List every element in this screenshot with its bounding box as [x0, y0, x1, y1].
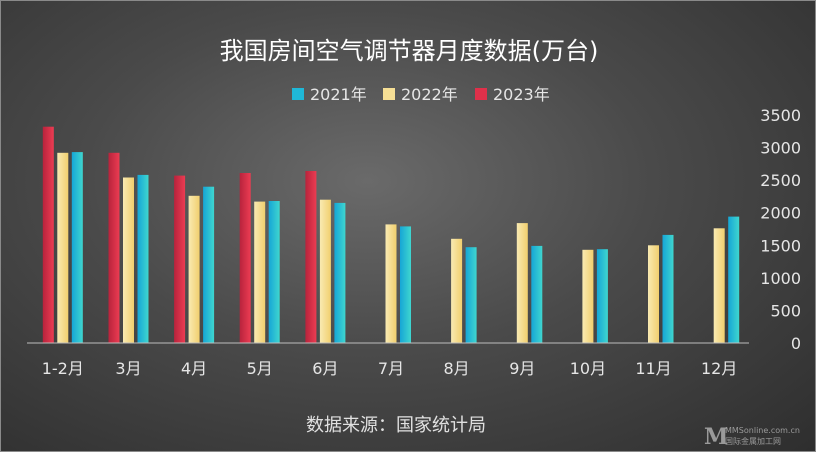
bar-2022-11 — [713, 228, 725, 343]
source-note: 数据来源：国家统计局 — [306, 415, 486, 436]
bar-2023-2 — [108, 152, 120, 343]
bar-2021-8 — [531, 245, 543, 343]
bar-2021-7 — [465, 247, 477, 343]
legend-label: 2023年 — [493, 85, 550, 104]
x-tick-label: 12月 — [701, 359, 737, 378]
bar-2021-3 — [203, 186, 215, 343]
bar-2022-5 — [319, 199, 331, 343]
bar-2021-2 — [137, 174, 149, 343]
x-tick-label: 8月 — [444, 359, 470, 378]
bar-2023-5 — [305, 171, 317, 343]
bar-2021-6 — [400, 226, 411, 343]
watermark-name: 国际金属加工网 — [725, 436, 781, 446]
bar-2021-9 — [596, 249, 608, 343]
bar-2021-4 — [268, 201, 280, 343]
legend-label: 2021年 — [310, 85, 367, 104]
bar-2022-4 — [254, 201, 266, 343]
x-tick-label: 7月 — [378, 359, 404, 378]
bar-2022-8 — [516, 223, 528, 343]
bar-2022-6 — [385, 224, 397, 343]
bar-2021-11 — [728, 216, 740, 343]
chart-title: 我国房间空气调节器月度数据(万台) — [220, 37, 599, 65]
watermark-site: MMSonline.com.cn — [725, 426, 800, 435]
legend: 2021年 2022年 2023年 — [292, 85, 550, 104]
y-tick-label: 0 — [791, 334, 801, 353]
bar-2022-10 — [648, 245, 659, 343]
y-tick-label: 3000 — [760, 139, 801, 158]
legend-swatch — [475, 88, 487, 100]
legend-label: 2022年 — [401, 85, 458, 104]
bar-2022-1 — [57, 152, 69, 343]
watermark-logo: M — [704, 424, 728, 450]
bar-2023-3 — [174, 175, 186, 343]
bar-2022-7 — [451, 238, 463, 343]
bar-2022-9 — [582, 249, 594, 343]
bar-2023-4 — [239, 173, 251, 343]
x-axis-ticks: 1-2月 3月 4月 5月 6月 7月 8月 9月 10月 11月 12月 — [42, 359, 738, 378]
y-tick-label: 500 — [770, 301, 801, 320]
bar-2022-3 — [188, 195, 200, 343]
x-tick-label: 5月 — [247, 359, 273, 378]
y-tick-label: 1500 — [760, 236, 801, 255]
watermark: M MMSonline.com.cn 国际金属加工网 — [704, 424, 800, 450]
bar-2022-2 — [123, 177, 134, 343]
x-tick-label: 4月 — [181, 359, 207, 378]
x-tick-label: 9月 — [509, 359, 535, 378]
bar-2021-10 — [662, 234, 674, 343]
y-tick-label: 1000 — [760, 269, 801, 288]
x-tick-label: 10月 — [570, 359, 606, 378]
y-tick-label: 3500 — [760, 106, 801, 125]
y-tick-label: 2500 — [760, 171, 801, 190]
x-tick-label: 1-2月 — [42, 359, 84, 378]
y-axis-ticks: 0 500 1000 1500 2000 2500 3000 3500 — [760, 106, 801, 353]
bar-2021-5 — [334, 202, 346, 343]
x-tick-label: 6月 — [312, 359, 338, 378]
bar-2021-1 — [71, 152, 83, 343]
y-tick-label: 2000 — [760, 204, 801, 223]
legend-swatch — [383, 88, 395, 100]
x-tick-label: 11月 — [635, 359, 671, 378]
legend-swatch — [292, 88, 304, 100]
bar-2023-1 — [42, 126, 54, 343]
x-tick-label: 3月 — [115, 359, 141, 378]
bars-group — [42, 126, 740, 343]
